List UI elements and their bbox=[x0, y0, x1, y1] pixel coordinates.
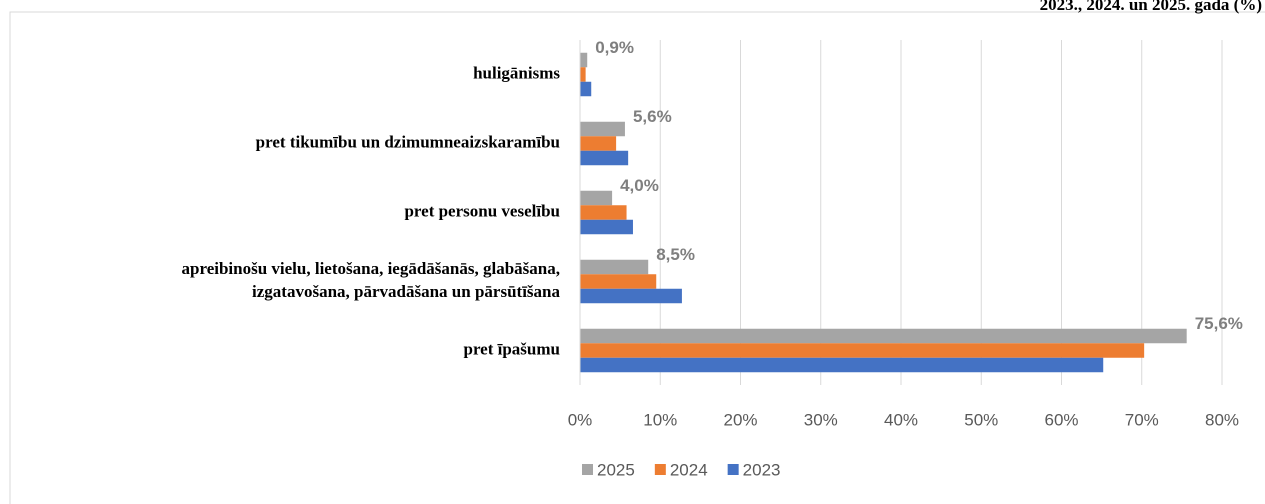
y-tick-label: pret tikumību un dzimumneaizskaramību bbox=[256, 132, 560, 151]
bar bbox=[580, 150, 629, 166]
bar bbox=[580, 357, 1104, 373]
bar bbox=[580, 67, 586, 82]
legend-label: 2024 bbox=[670, 460, 708, 479]
data-label: 75,6% bbox=[1195, 314, 1243, 333]
legend-swatch bbox=[727, 464, 739, 475]
bar bbox=[580, 343, 1145, 358]
x-tick-label: 30% bbox=[804, 410, 838, 429]
legend-label: 2023 bbox=[743, 460, 781, 479]
legend-swatch bbox=[654, 464, 666, 475]
bar bbox=[580, 328, 1187, 344]
data-label: 0,9% bbox=[595, 38, 634, 57]
data-label: 4,0% bbox=[620, 176, 659, 195]
bar bbox=[580, 205, 627, 220]
y-tick-label: pret īpašumu bbox=[463, 339, 560, 358]
data-label: 8,5% bbox=[656, 245, 695, 264]
y-tick-label: pret personu veselību bbox=[404, 201, 560, 220]
bar bbox=[580, 136, 617, 151]
legend-swatch bbox=[582, 464, 593, 475]
y-tick-label: apreibinošu vielu, lietošana, iegādāšanā… bbox=[182, 259, 561, 301]
x-tick-label: 50% bbox=[964, 410, 998, 429]
bar bbox=[580, 219, 633, 235]
bar bbox=[580, 190, 613, 206]
x-tick-label: 80% bbox=[1205, 410, 1239, 429]
x-tick-label: 60% bbox=[1044, 410, 1078, 429]
bar bbox=[580, 52, 588, 68]
x-tick-label: 20% bbox=[723, 410, 757, 429]
bar bbox=[580, 121, 625, 137]
x-tick-label: 10% bbox=[643, 410, 677, 429]
data-label: 5,6% bbox=[633, 107, 672, 126]
x-tick-label: 40% bbox=[884, 410, 918, 429]
bar bbox=[580, 288, 682, 304]
x-tick-label: 0% bbox=[568, 410, 593, 429]
legend-label: 2025 bbox=[597, 460, 635, 479]
bar bbox=[580, 259, 649, 275]
y-tick-label: huligānisms bbox=[473, 63, 560, 82]
bar bbox=[580, 81, 592, 97]
chart-frame bbox=[9, 11, 1265, 504]
x-tick-label: 70% bbox=[1125, 410, 1159, 429]
chart-title: 2023., 2024. un 2025. gada (%) bbox=[1040, 0, 1262, 14]
bar bbox=[580, 274, 657, 289]
